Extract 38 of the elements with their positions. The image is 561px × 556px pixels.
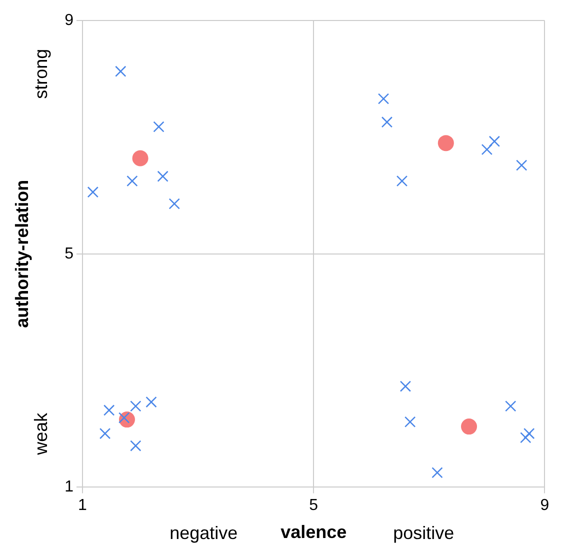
point (168, 198, 180, 210)
y-axis-title: authority-relation (12, 180, 32, 328)
point (130, 440, 142, 452)
x-axis-title: valence (280, 522, 347, 542)
point (488, 136, 500, 147)
point (146, 396, 157, 408)
point (438, 135, 454, 152)
point (516, 160, 528, 171)
y-tick-label: 5 (64, 245, 74, 262)
point (461, 418, 478, 435)
point (432, 467, 443, 478)
point (103, 404, 115, 416)
x-tick-label: 5 (309, 497, 318, 514)
y-tick-label: 9 (64, 12, 74, 30)
point (126, 175, 138, 187)
text: strong (30, 48, 51, 99)
point (130, 400, 142, 412)
point (381, 116, 393, 128)
y-tick-label: 1 (64, 478, 74, 496)
point (378, 93, 390, 104)
x-tick-label: 1 (78, 497, 88, 514)
point (396, 175, 408, 187)
text: weak (30, 412, 51, 456)
x-tick-label: 9 (540, 497, 550, 514)
point (520, 432, 532, 444)
point (87, 186, 98, 198)
point (481, 144, 493, 156)
point (400, 380, 412, 392)
text: negative (170, 522, 238, 543)
point (404, 416, 416, 428)
point (132, 150, 148, 166)
text: positive (393, 522, 454, 543)
point (157, 170, 168, 182)
point (524, 428, 535, 440)
point (115, 66, 126, 77)
point (99, 428, 111, 440)
point (153, 121, 164, 132)
point (505, 400, 516, 412)
